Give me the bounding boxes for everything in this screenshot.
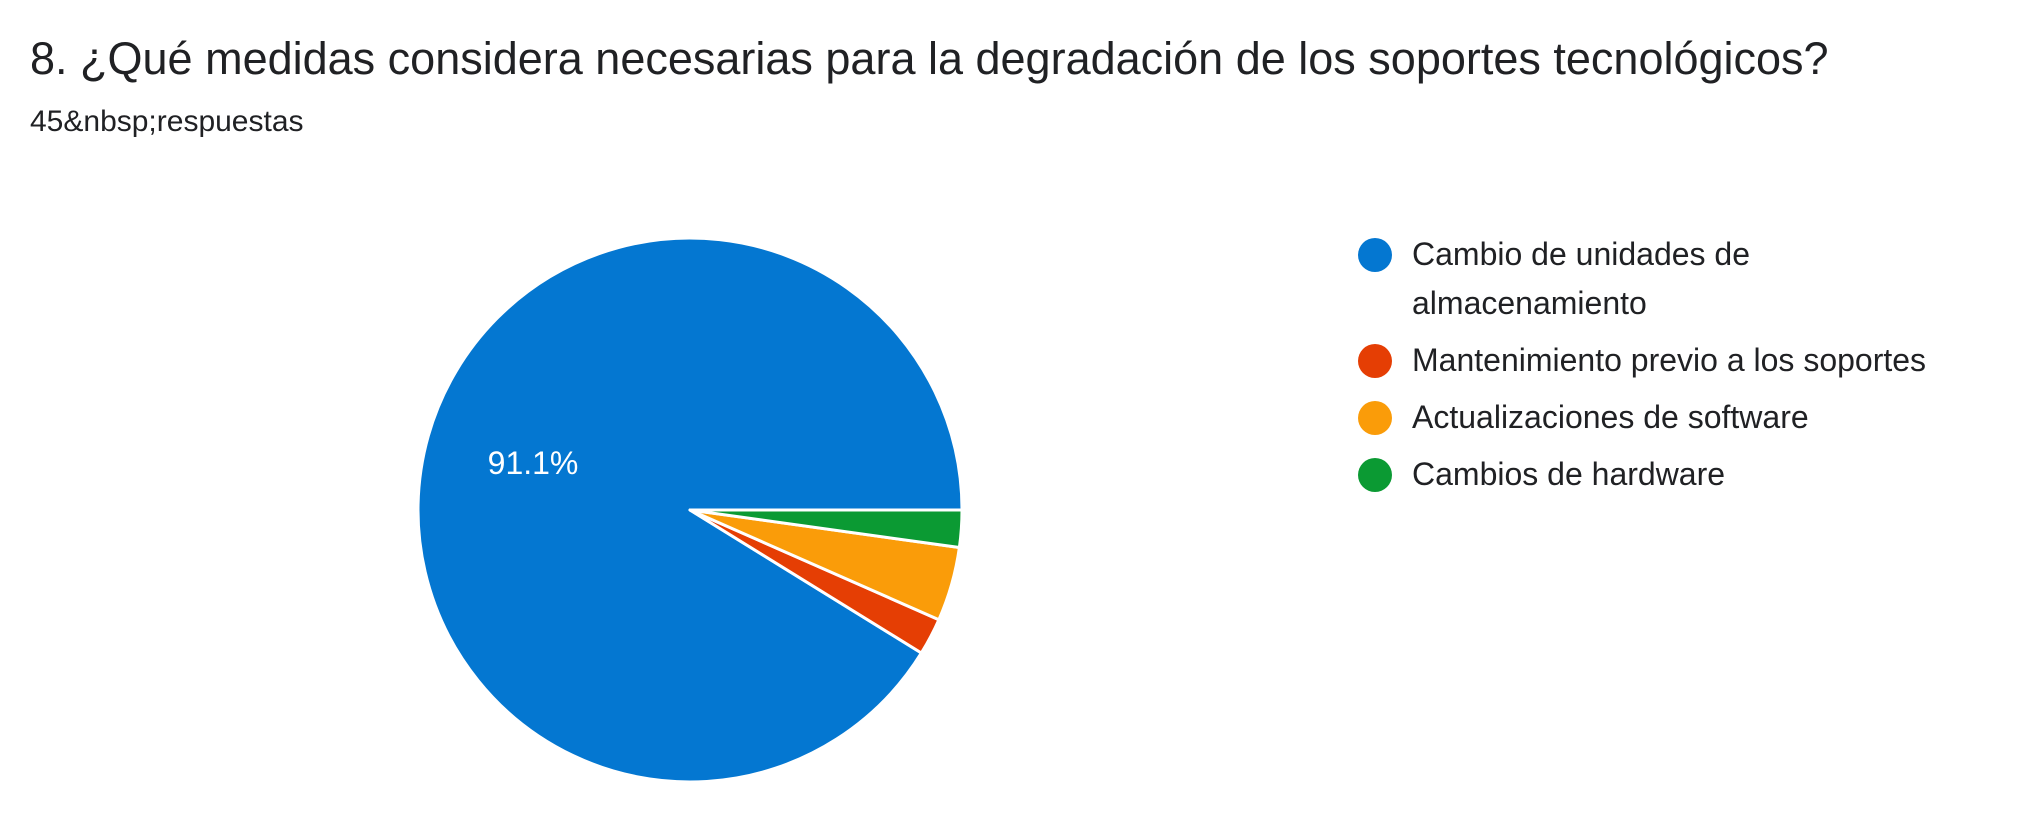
legend-swatch <box>1358 344 1392 378</box>
legend-label: Actualizaciones de software <box>1412 399 1809 435</box>
pie-chart: 91.1% <box>370 200 1010 840</box>
question-title: 8. ¿Qué medidas considera necesarias par… <box>30 33 1829 84</box>
legend-item[interactable]: Mantenimiento previo a los soportes <box>1358 336 1998 385</box>
legend-item[interactable]: Cambios de hardware <box>1358 450 1998 499</box>
legend-swatch <box>1358 458 1392 492</box>
pie-slice-1 <box>416 236 964 784</box>
slice-percent-label: 91.1% <box>488 445 579 481</box>
pie-slice-4 <box>688 508 964 550</box>
legend-label: Mantenimiento previo a los soportes <box>1412 342 1927 378</box>
chart-legend: Cambio de unidades de almacenamiento Mant… <box>1358 230 1998 507</box>
legend-item[interactable]: Actualizaciones de software <box>1358 393 1998 442</box>
legend-swatch <box>1358 238 1392 272</box>
legend-swatch <box>1358 401 1392 435</box>
legend-item[interactable]: Cambio de unidades de almacenamiento <box>1358 230 1998 328</box>
pie-chart-svg: 91.1% <box>416 236 964 784</box>
response-count: 45&nbsp;respuestas <box>30 105 304 138</box>
legend-label: Cambio de unidades de almacenamiento <box>1412 236 1751 321</box>
legend-label: Cambios de hardware <box>1412 456 1726 492</box>
